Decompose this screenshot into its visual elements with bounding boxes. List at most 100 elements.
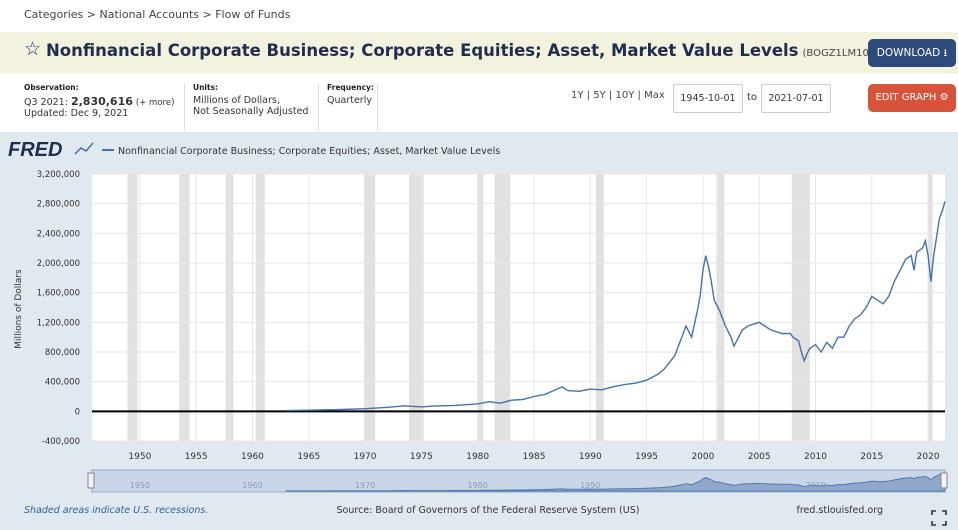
download-button[interactable]: DOWNLOAD ⭳: [868, 39, 956, 67]
x-gridlines: [139, 174, 929, 441]
navigator-label: 1980: [468, 481, 488, 490]
observation-period: Q3 2021:: [24, 97, 68, 108]
frequency-label: Frequency:: [327, 83, 374, 92]
units-line2: Not Seasonally Adjusted: [193, 106, 309, 117]
y-tick-label: 0: [75, 407, 80, 417]
y-tick-label: 2,800,000: [37, 200, 80, 210]
navigator-series: [285, 472, 946, 492]
edit-graph-label: EDIT GRAPH: [875, 92, 937, 103]
breadcrumb-separator: >: [202, 8, 212, 21]
x-tick-label: 1960: [241, 452, 264, 462]
x-tick-label: 1980: [466, 452, 489, 462]
site-text[interactable]: fred.stlouisfed.org: [797, 505, 884, 516]
navigator-labels: 1950 1960 1970 1980 1990 2010: [130, 481, 826, 490]
observation-value: 2,830,616: [70, 95, 133, 108]
recession-band: [477, 174, 484, 441]
y-tick-label: 800,000: [45, 348, 80, 358]
units-line1: Millions of Dollars,: [193, 95, 280, 106]
breadcrumb-categories[interactable]: Categories: [24, 8, 84, 21]
x-tick-label: 1965: [297, 452, 320, 462]
series-title: Nonfinancial Corporate Business; Corpora…: [46, 41, 799, 60]
recession-band: [595, 174, 604, 441]
range-max[interactable]: Max: [644, 90, 665, 101]
navigator-left-handle[interactable]: [87, 472, 95, 489]
recession-band: [928, 174, 933, 441]
more-link[interactable]: (+ more): [135, 98, 175, 108]
page-title: Nonfinancial Corporate Business; Corpora…: [46, 41, 925, 60]
x-tick-label: 1995: [635, 452, 658, 462]
range-separator: |: [637, 90, 641, 101]
y-tick-label: 400,000: [45, 378, 80, 388]
recession-note[interactable]: Shaded areas indicate U.S. recessions.: [24, 505, 208, 516]
navigator-right-handle[interactable]: [940, 472, 948, 489]
breadcrumb: Categories > National Accounts > Flow of…: [24, 8, 290, 21]
star-icon[interactable]: ☆: [24, 38, 42, 60]
chart-svg: FRED Nonfinancial Corporate Business; Co…: [8, 139, 948, 526]
breadcrumb-national-accounts[interactable]: National Accounts: [99, 8, 199, 21]
start-date-input[interactable]: 1945-10-01: [673, 84, 743, 113]
observation-panel: Observation: Q3 2021: 2,830,616 (+ more)…: [24, 83, 184, 131]
series-line: [286, 201, 946, 412]
edit-graph-button[interactable]: EDIT GRAPH ⚙: [868, 84, 956, 112]
x-tick-label: 2000: [691, 452, 714, 462]
x-tick-label: 1955: [185, 452, 208, 462]
y-tick-label: 1,600,000: [37, 289, 80, 299]
range-separator: |: [586, 90, 591, 101]
x-tick-label: 2010: [804, 452, 827, 462]
recession-band: [791, 174, 810, 441]
download-icon: ⭳: [943, 47, 948, 59]
download-label: DOWNLOAD: [876, 47, 941, 59]
x-tick-label: 1950: [128, 452, 151, 462]
recession-band: [716, 174, 725, 441]
recession-band: [225, 174, 234, 441]
recession-band: [363, 174, 376, 441]
range-5y[interactable]: 5Y: [593, 90, 606, 101]
recession-band: [127, 174, 138, 441]
y-tick-label: -400,000: [42, 437, 80, 447]
units-label: Units:: [193, 83, 219, 92]
range-navigator: 1950 1960 1970 1980 1990 2010: [87, 469, 948, 493]
frequency-value: Quarterly: [327, 95, 372, 106]
breadcrumb-flow-of-funds[interactable]: Flow of Funds: [215, 8, 291, 21]
navigator-label: 1990: [580, 481, 600, 490]
recession-band: [179, 174, 190, 441]
breadcrumb-separator: >: [86, 8, 97, 21]
y-tick-label: 2,400,000: [37, 229, 80, 239]
title-bar: ☆ Nonfinancial Corporate Business; Corpo…: [0, 32, 958, 74]
range-links: 1Y | 5Y | 10Y | Max: [571, 90, 665, 101]
range-1y[interactable]: 1Y: [571, 90, 584, 101]
y-tick-label: 1,200,000: [37, 318, 80, 328]
range-10y[interactable]: 10Y: [615, 90, 635, 101]
fred-logo: FRED: [8, 139, 62, 161]
series-id: (BOGZ1LM103064103Q): [802, 48, 926, 59]
observation-label: Observation:: [24, 83, 79, 92]
y-tick-label: 3,200,000: [37, 170, 80, 180]
frequency-panel: Frequency: Quarterly: [318, 83, 378, 131]
navigator-label: 1960: [242, 481, 262, 490]
x-tick-label: 1985: [523, 452, 546, 462]
fred-logo-graph-icon: [74, 142, 94, 155]
navigator-label: 1970: [355, 481, 375, 490]
fullscreen-icon[interactable]: [931, 510, 947, 526]
x-tick-labels: 1950 1955 1960 1965 1970 1975 1980 1985 1990 1995…: [128, 452, 939, 462]
x-tick-label: 2020: [917, 452, 940, 462]
updated-date: Updated: Dec 9, 2021: [24, 108, 129, 119]
recession-bands: [127, 174, 933, 441]
units-panel: Units: Millions of Dollars, Not Seasonal…: [184, 83, 316, 131]
chart-panel: FRED Nonfinancial Corporate Business; Co…: [0, 132, 958, 530]
recession-band: [408, 174, 424, 441]
gear-icon: ⚙: [939, 92, 949, 103]
to-label: to: [747, 92, 758, 103]
plot-area: [92, 173, 946, 442]
y-axis-label: Millions of Dollars: [14, 269, 24, 349]
x-tick-label: 1975: [410, 452, 433, 462]
recession-band: [255, 174, 265, 441]
x-tick-label: 2015: [860, 452, 883, 462]
x-tick-label: 1970: [354, 452, 377, 462]
plot-background: [92, 174, 945, 441]
recession-band: [494, 174, 511, 441]
range-separator: |: [608, 90, 613, 101]
end-date-input[interactable]: 2021-07-01: [761, 84, 831, 113]
x-tick-label: 2005: [748, 452, 771, 462]
source-text: Source: Board of Governors of the Federa…: [337, 505, 640, 516]
